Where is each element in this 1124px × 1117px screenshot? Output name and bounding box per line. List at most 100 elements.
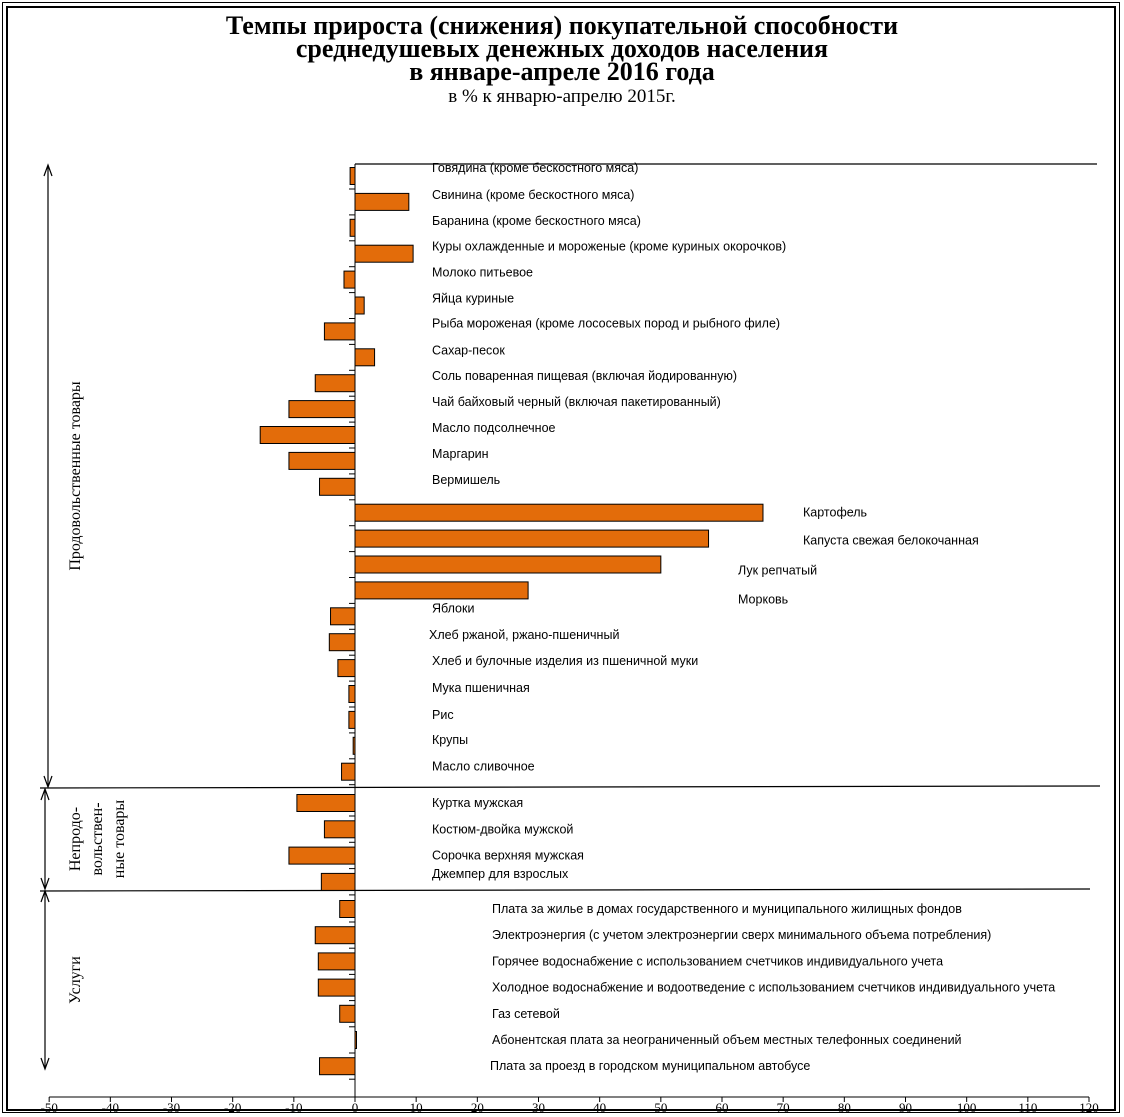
x-tick-label: 50 <box>654 1100 667 1115</box>
x-tick-label: 70 <box>777 1100 790 1115</box>
group-arrow-down <box>40 877 50 891</box>
bar <box>349 167 356 185</box>
x-tick-label: 110 <box>1018 1100 1037 1115</box>
bar <box>288 400 356 419</box>
x-tick-label: 120 <box>1079 1100 1099 1115</box>
bar-label: Морковь <box>738 592 788 606</box>
x-tick-label: 20 <box>471 1100 484 1115</box>
bar <box>323 322 356 341</box>
bar <box>328 633 356 652</box>
bar-label: Куртка мужская <box>432 796 523 810</box>
bar-label: Джемпер для взрослых <box>432 867 569 881</box>
bar <box>354 192 410 211</box>
group-arrow-up <box>43 163 53 177</box>
bar-label: Молоко питьевое <box>432 266 533 280</box>
bar <box>348 710 356 729</box>
bar <box>352 736 356 755</box>
bar-label: Маргарин <box>432 447 489 461</box>
bar-label: Газ сетевой <box>492 1007 560 1021</box>
group-arrow-up <box>40 787 50 801</box>
bar-label: Капуста свежая белокочанная <box>803 534 979 548</box>
group-arrow-down <box>40 1057 50 1071</box>
bar <box>354 503 764 522</box>
bar-label: Мука пшеничная <box>432 681 530 695</box>
group-label: Продовольственные товары <box>67 381 84 571</box>
bar <box>314 926 356 945</box>
bar-label: Масло сливочное <box>432 760 535 774</box>
bar-label: Горячее водоснабжение с использованием с… <box>492 954 943 968</box>
bar-label: Куры охлажденные и мороженые (кроме кури… <box>432 240 786 254</box>
bar-label: Соль поваренная пищевая (включая йодиров… <box>432 369 737 383</box>
chart-title-block: Темпы прироста (снижения) покупательной … <box>0 11 1124 109</box>
bar-label: Сахар-песок <box>432 343 505 357</box>
bar <box>337 659 356 678</box>
bar-label: Плата за жилье в домах государственного … <box>492 902 962 916</box>
x-tick-label: -10 <box>285 1100 302 1115</box>
bar <box>354 348 376 367</box>
bar <box>319 477 356 496</box>
bar <box>288 451 356 470</box>
x-tick-label: 100 <box>957 1100 977 1115</box>
x-tick-label: 60 <box>716 1100 729 1115</box>
group-label: ные товары <box>111 800 128 879</box>
bar-label: Яблоки <box>432 601 474 615</box>
bar <box>319 1057 356 1076</box>
bar <box>343 270 356 289</box>
x-tick-label: 80 <box>838 1100 851 1115</box>
bar-label: Рыба мороженая (кроме лососевых пород и … <box>432 316 780 330</box>
separator-line-nonfood-services <box>39 888 1091 892</box>
bar <box>354 1031 357 1049</box>
bar <box>330 607 356 626</box>
bar <box>354 529 710 548</box>
bar <box>354 296 365 315</box>
bar <box>320 872 356 891</box>
bar-label: Костюм-двойка мужской <box>432 822 573 836</box>
bar-label: Хлеб и булочные изделия из пшеничной мук… <box>432 654 698 668</box>
bar-label: Картофель <box>803 506 867 520</box>
bar-label: Лук репчатый <box>738 564 817 578</box>
bar-label: Электроэнергия (с учетом электроэнергии … <box>492 928 991 942</box>
inner-frame <box>6 6 1116 1111</box>
bar <box>259 426 356 444</box>
x-tick-label: 0 <box>352 1100 359 1115</box>
bar <box>314 374 356 393</box>
group-arrow-down <box>43 775 53 789</box>
bar-label: Хлеб ржаной, ржано-пшеничный <box>429 628 619 642</box>
chart-title-line-3: в январе-апреле 2016 года <box>409 57 715 86</box>
bar <box>296 794 356 812</box>
bar-label: Плата за проезд в городском муниципально… <box>490 1059 810 1073</box>
chart-title-line-2: среднедушевых денежных доходов населения <box>295 34 829 63</box>
bar <box>339 1004 356 1023</box>
bar-label: Свинина (кроме бескостного мяса) <box>432 188 634 202</box>
x-tick-label: 90 <box>899 1100 912 1115</box>
bar <box>317 952 356 971</box>
x-tick-label: -20 <box>224 1100 241 1115</box>
bar <box>323 820 356 839</box>
x-tick-label: 30 <box>532 1100 545 1115</box>
bar-label: Абонентская плата за неограниченный объе… <box>492 1033 962 1047</box>
x-tick-label: 10 <box>410 1100 423 1115</box>
bar-label: Вермишель <box>432 473 500 487</box>
group-label: Услуги <box>67 956 84 1004</box>
bar <box>349 218 356 237</box>
bar-label: Яйца куриные <box>432 292 514 306</box>
bar <box>354 244 414 263</box>
chart-title-line-1: Темпы прироста (снижения) покупательной … <box>225 11 899 40</box>
bar <box>288 846 356 865</box>
bar-label: Чай байховый черный (включая пакетирован… <box>432 395 721 409</box>
group-label: Непродо- <box>67 807 84 871</box>
bar <box>354 581 529 600</box>
bar <box>339 900 356 918</box>
group-label: вольствен- <box>89 802 106 875</box>
group-arrow-up <box>40 889 50 903</box>
bar-label: Крупы <box>432 733 468 747</box>
bar-label: Холодное водоснабжение и водоотведение с… <box>492 981 1055 995</box>
x-tick-label: -40 <box>102 1100 119 1115</box>
x-tick-label: -50 <box>40 1100 57 1115</box>
bar <box>348 685 356 703</box>
bar-label: Рис <box>432 708 454 722</box>
x-tick-label: 40 <box>593 1100 606 1115</box>
bar <box>341 762 356 781</box>
